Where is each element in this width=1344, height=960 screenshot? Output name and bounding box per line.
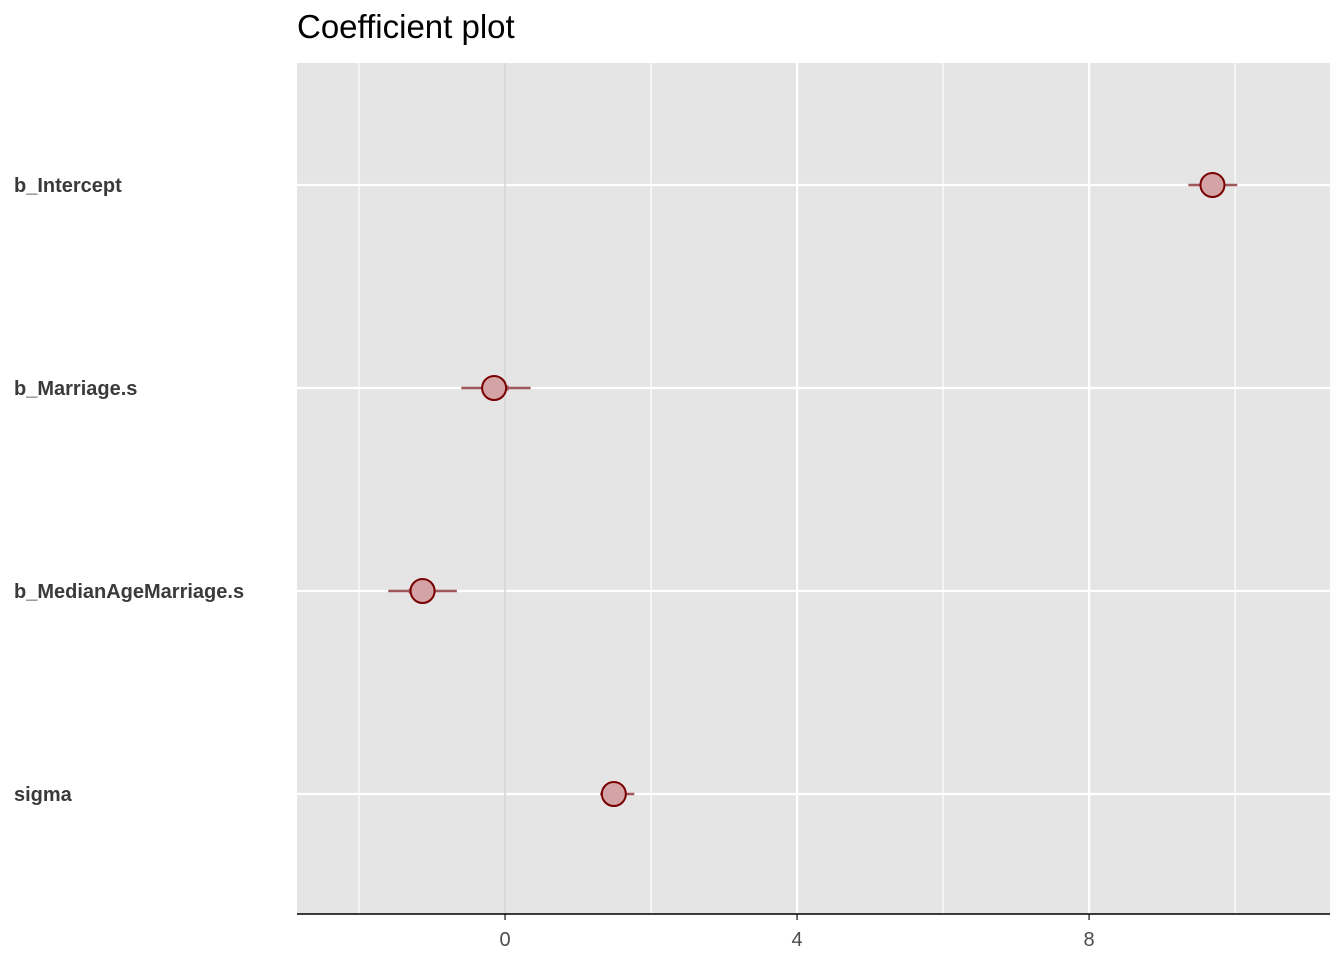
estimate-point [600, 781, 627, 807]
x-tick-label: 0 [499, 929, 510, 951]
plot-panel [297, 63, 1330, 914]
marks-layer [388, 172, 1238, 807]
category-label: b_Intercept [14, 175, 122, 197]
x-tick-label: 4 [792, 929, 803, 951]
category-label: b_MedianAgeMarriage.s [14, 581, 244, 603]
estimate-point [409, 578, 436, 604]
estimate-point [1199, 172, 1226, 198]
x-tick-label: 8 [1084, 929, 1095, 951]
chart-title: Coefficient plot [297, 8, 515, 45]
labels-layer: 0 4 8 b_Intercept b_Marriage.s b_MedianAgeMar… [14, 175, 1095, 951]
estimate-point [481, 375, 508, 401]
category-label: sigma [14, 784, 73, 806]
category-label: b_Marriage.s [14, 378, 137, 400]
